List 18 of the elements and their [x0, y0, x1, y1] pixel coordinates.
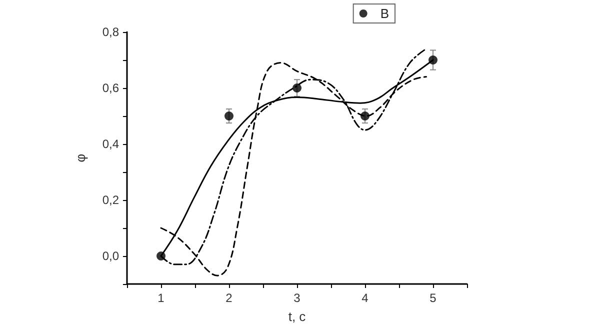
- y-tick-label: 0,2: [102, 193, 120, 207]
- y-axis-title: φ: [73, 154, 88, 162]
- point: [428, 56, 438, 64]
- y-tick-label: 0,8: [102, 25, 120, 39]
- point: [360, 112, 370, 120]
- x-tick-label: 1: [158, 291, 165, 305]
- x-tick-label: 2: [226, 291, 233, 305]
- y-tick-label: 0,0: [102, 249, 120, 263]
- y-tick-label: 0,4: [102, 137, 120, 151]
- point: [292, 84, 302, 92]
- x-tick-label: 5: [430, 291, 437, 305]
- legend-label: B: [380, 6, 389, 21]
- x-tick-label: 3: [294, 291, 301, 305]
- x-axis-title: t, c: [288, 309, 306, 324]
- point: [156, 252, 166, 260]
- x-tick-label: 4: [362, 291, 369, 305]
- point: [224, 112, 234, 120]
- y-tick-label: 0,6: [102, 81, 120, 95]
